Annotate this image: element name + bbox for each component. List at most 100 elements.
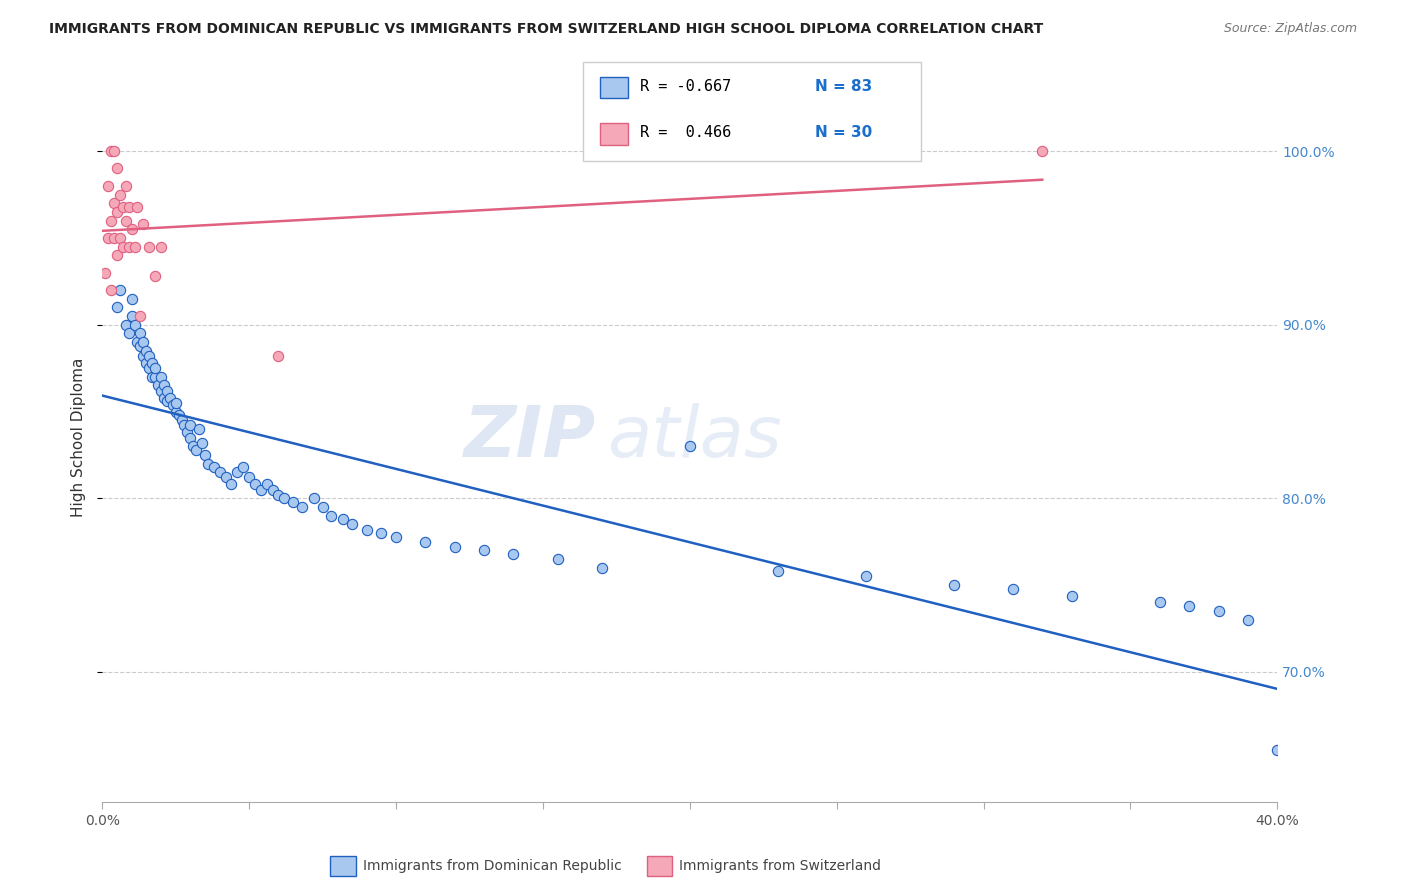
Point: [356, 523, 378, 537]
Point: [100, 213, 122, 227]
Point: [132, 334, 155, 349]
Point: [202, 460, 225, 475]
Point: [127, 200, 149, 214]
Point: [127, 334, 149, 349]
Point: [121, 292, 143, 306]
Point: [121, 222, 143, 236]
Point: [443, 540, 465, 554]
Point: [332, 512, 354, 526]
Point: [138, 239, 160, 253]
Point: [124, 239, 146, 253]
Point: [302, 491, 325, 506]
Point: [103, 196, 125, 211]
Point: [129, 326, 152, 341]
Point: [143, 369, 166, 384]
Text: atlas: atlas: [607, 403, 782, 472]
Point: [1208, 604, 1230, 618]
Point: [153, 378, 176, 392]
Point: [149, 239, 172, 253]
Point: [121, 309, 143, 323]
Point: [188, 422, 211, 436]
Text: N = 83: N = 83: [815, 79, 873, 94]
Point: [243, 477, 266, 491]
Point: [179, 418, 201, 433]
Point: [162, 398, 184, 412]
Text: Source: ZipAtlas.com: Source: ZipAtlas.com: [1223, 22, 1357, 36]
Point: [273, 491, 295, 506]
Point: [129, 309, 152, 323]
Point: [114, 178, 136, 193]
Point: [262, 483, 284, 497]
Point: [146, 378, 169, 392]
Text: Immigrants from Switzerland: Immigrants from Switzerland: [679, 859, 882, 873]
Point: [108, 283, 131, 297]
Point: [547, 552, 569, 566]
Point: [214, 470, 236, 484]
Point: [415, 534, 437, 549]
Point: [173, 418, 195, 433]
Point: [165, 396, 187, 410]
Point: [124, 318, 146, 332]
Point: [1178, 599, 1201, 613]
Point: [679, 439, 702, 453]
Point: [143, 361, 166, 376]
Point: [1031, 144, 1053, 158]
Point: [108, 187, 131, 202]
Point: [97, 178, 120, 193]
Point: [135, 356, 157, 370]
Point: [197, 457, 219, 471]
Point: [159, 391, 181, 405]
Point: [118, 326, 141, 341]
Point: [97, 231, 120, 245]
Point: [103, 231, 125, 245]
Point: [170, 413, 193, 427]
Point: [1001, 582, 1024, 596]
Point: [1149, 595, 1171, 609]
Text: R =  0.466: R = 0.466: [640, 126, 731, 140]
Point: [156, 394, 179, 409]
Point: [138, 361, 160, 376]
Point: [149, 369, 172, 384]
Point: [591, 561, 613, 575]
Point: [105, 205, 128, 219]
Point: [132, 349, 155, 363]
Point: [191, 435, 214, 450]
Text: N = 30: N = 30: [815, 126, 873, 140]
Point: [118, 239, 141, 253]
Point: [94, 266, 117, 280]
Point: [321, 508, 343, 523]
Point: [103, 144, 125, 158]
Point: [108, 231, 131, 245]
Point: [1237, 613, 1260, 627]
Point: [943, 578, 966, 592]
Point: [105, 161, 128, 176]
Text: Immigrants from Dominican Republic: Immigrants from Dominican Republic: [363, 859, 621, 873]
Point: [238, 470, 260, 484]
Point: [129, 338, 152, 352]
Point: [114, 213, 136, 227]
Point: [114, 318, 136, 332]
Point: [100, 144, 122, 158]
Point: [143, 269, 166, 284]
Point: [472, 543, 495, 558]
Point: [267, 349, 290, 363]
Y-axis label: High School Diploma: High School Diploma: [72, 358, 86, 517]
Text: R = -0.667: R = -0.667: [640, 79, 731, 94]
Point: [283, 495, 305, 509]
Point: [138, 349, 160, 363]
Point: [111, 200, 134, 214]
Point: [232, 460, 254, 475]
Point: [141, 356, 163, 370]
Point: [1265, 743, 1288, 757]
Point: [149, 384, 172, 398]
Point: [340, 517, 363, 532]
Point: [267, 488, 290, 502]
Point: [370, 526, 392, 541]
Point: [179, 431, 201, 445]
Point: [153, 391, 176, 405]
Point: [186, 442, 208, 457]
Point: [766, 564, 789, 578]
Point: [250, 483, 273, 497]
Point: [1060, 589, 1083, 603]
Point: [311, 500, 333, 514]
